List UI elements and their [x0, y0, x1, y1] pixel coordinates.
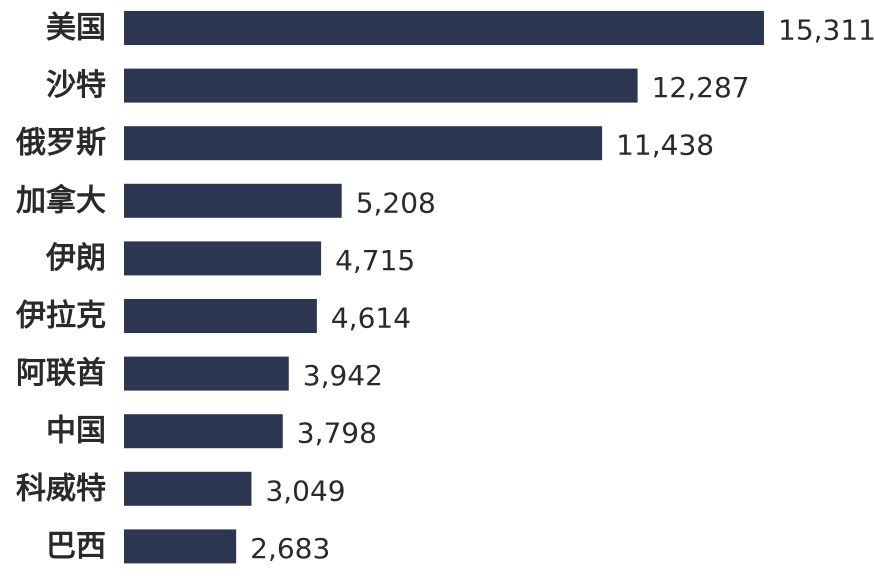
value-label: 15,311	[778, 14, 874, 47]
value-label: 5,208	[356, 186, 436, 219]
bar	[124, 414, 283, 449]
category-label: 伊拉克	[15, 299, 106, 334]
value-label: 4,614	[331, 302, 411, 335]
category-label: 巴西	[46, 529, 106, 564]
category-label: 阿联酋	[16, 356, 106, 391]
bar	[124, 529, 237, 564]
value-label: 3,798	[297, 417, 377, 450]
bar	[124, 356, 289, 391]
bar	[124, 241, 322, 276]
category-label: 伊朗	[45, 241, 106, 276]
value-label: 12,287	[652, 71, 750, 104]
category-label: 沙特	[46, 68, 106, 103]
bar	[124, 183, 342, 218]
category-label: 加拿大	[16, 183, 106, 218]
bar	[124, 471, 252, 506]
bar	[124, 11, 764, 45]
value-label: 3,942	[303, 359, 383, 392]
bar	[124, 126, 603, 161]
value-label: 2,683	[250, 532, 330, 565]
value-label: 11,438	[616, 129, 714, 162]
bar	[124, 299, 317, 333]
value-label: 4,715	[335, 244, 415, 277]
category-label: 俄罗斯	[15, 126, 106, 161]
category-label: 科威特	[16, 471, 106, 506]
category-label: 中国	[46, 414, 106, 449]
bar	[124, 68, 638, 103]
category-label: 美国	[46, 11, 106, 46]
value-label: 3,049	[265, 474, 345, 507]
